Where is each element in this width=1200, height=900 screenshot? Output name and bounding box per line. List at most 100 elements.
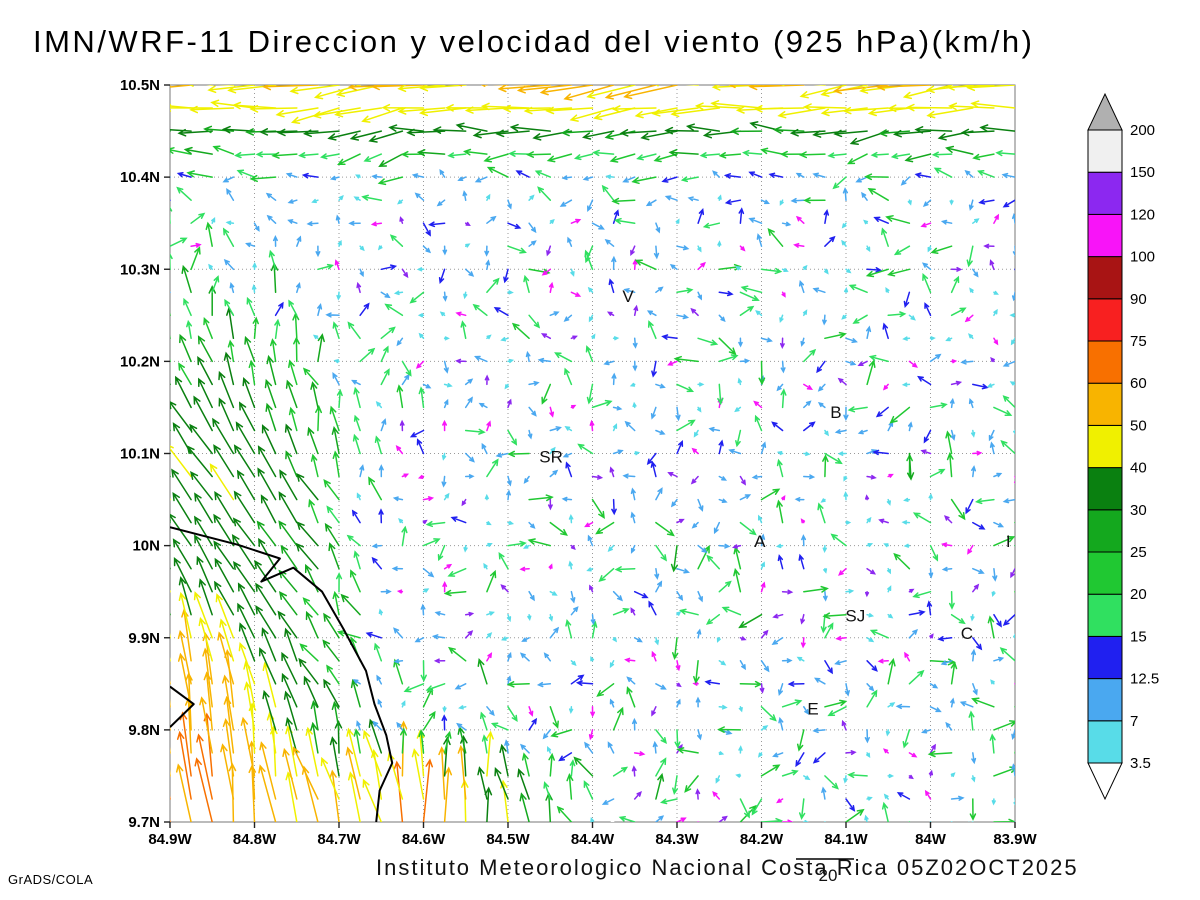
wind-arrow bbox=[972, 683, 978, 696]
wind-arrow bbox=[676, 817, 687, 822]
wind-arrow bbox=[626, 676, 636, 685]
wind-arrow bbox=[170, 429, 171, 432]
wind-arrow bbox=[570, 590, 576, 604]
wind-arrow bbox=[170, 128, 192, 132]
wind-arrow bbox=[702, 222, 721, 229]
wind-arrow bbox=[801, 534, 807, 547]
wind-arrow bbox=[697, 406, 702, 413]
wind-arrow bbox=[220, 743, 235, 800]
wind-arrow bbox=[474, 355, 488, 363]
wind-arrow bbox=[399, 419, 405, 432]
wind-arrow bbox=[585, 345, 594, 363]
wind-arrow bbox=[238, 641, 256, 685]
wind-arrow bbox=[249, 198, 256, 203]
wind-arrow bbox=[866, 660, 878, 672]
wind-arrow bbox=[929, 544, 939, 562]
wind-arrow bbox=[543, 652, 552, 662]
station-labels: V SR B A SJ C E I bbox=[539, 287, 1010, 719]
wind-arrow bbox=[288, 359, 298, 386]
wind-arrow bbox=[795, 172, 805, 178]
wind-arrow bbox=[189, 423, 213, 455]
wind-arrow bbox=[993, 308, 998, 317]
wind-arrow bbox=[624, 420, 636, 432]
wind-arrow bbox=[507, 706, 518, 723]
wind-arrow bbox=[443, 382, 453, 388]
wind-arrow bbox=[464, 428, 486, 435]
wind-arrow bbox=[562, 452, 573, 458]
wind-arrow bbox=[486, 215, 497, 224]
wind-arrow bbox=[908, 821, 911, 822]
wind-arrow bbox=[830, 533, 847, 547]
wind-arrow bbox=[500, 636, 509, 641]
wind-arrow bbox=[371, 556, 383, 570]
wind-arrow bbox=[486, 611, 495, 616]
wind-arrow bbox=[588, 729, 594, 741]
wind-arrow bbox=[822, 590, 828, 602]
wind-arrow bbox=[359, 302, 370, 317]
wind-arrow bbox=[676, 287, 694, 294]
x-tick-label: 84.1W bbox=[824, 831, 868, 848]
wind-arrow bbox=[333, 359, 340, 364]
wind-arrow bbox=[401, 525, 408, 547]
wind-arrow bbox=[295, 542, 319, 570]
wind-arrow bbox=[320, 756, 340, 800]
wind-arrow bbox=[930, 245, 953, 254]
wind-arrow bbox=[864, 814, 869, 822]
wind-arrow bbox=[772, 752, 784, 758]
wind-arrow bbox=[718, 580, 732, 593]
wind-arrow bbox=[928, 567, 934, 579]
wind-arrow bbox=[971, 697, 995, 708]
wind-arrow bbox=[721, 606, 742, 616]
wind-arrow bbox=[622, 176, 636, 183]
wind-arrow bbox=[995, 150, 1015, 157]
wind-arrow bbox=[971, 752, 977, 765]
wind-arrow bbox=[1011, 291, 1015, 302]
wind-arrow bbox=[991, 590, 996, 598]
wind-arrow bbox=[697, 382, 705, 387]
wind-arrow bbox=[198, 377, 213, 409]
wind-arrow bbox=[575, 680, 594, 686]
wind-arrow bbox=[284, 627, 298, 662]
wind-arrow bbox=[605, 174, 615, 180]
wind-arrow bbox=[675, 218, 680, 224]
reference-vector-value: 20 bbox=[818, 866, 838, 885]
wind-arrow bbox=[675, 660, 681, 672]
wind-arrow bbox=[252, 316, 259, 340]
wind-arrow bbox=[596, 683, 615, 697]
wind-arrow bbox=[875, 406, 889, 418]
wind-arrow bbox=[987, 615, 995, 639]
wind-arrow bbox=[283, 690, 298, 731]
wind-arrow bbox=[380, 418, 387, 432]
wind-arrow bbox=[971, 465, 977, 478]
wind-arrow bbox=[1002, 199, 1015, 208]
wind-arrow bbox=[317, 263, 335, 271]
wind-arrow bbox=[362, 729, 383, 777]
wind-arrow bbox=[568, 706, 574, 715]
wind-arrow bbox=[993, 521, 1005, 528]
wind-arrow bbox=[674, 729, 681, 749]
wind-arrow bbox=[303, 675, 319, 708]
wind-arrow bbox=[448, 646, 467, 662]
colorbar-band bbox=[1087, 298, 1123, 342]
wind-arrow bbox=[591, 222, 605, 230]
wind-arrow bbox=[251, 284, 257, 294]
wind-arrow bbox=[549, 521, 568, 536]
wind-arrow bbox=[924, 789, 932, 800]
wind-arrow bbox=[697, 245, 702, 253]
wind-arrow bbox=[718, 439, 724, 455]
wind-arrow bbox=[837, 377, 847, 386]
wind-arrow bbox=[288, 406, 298, 432]
wind-arrow bbox=[676, 518, 685, 524]
wind-arrow bbox=[798, 279, 805, 294]
wind-arrow bbox=[456, 722, 467, 731]
wind-arrow bbox=[455, 311, 467, 317]
wind-arrow bbox=[668, 148, 699, 157]
wind-arrow bbox=[759, 683, 765, 694]
wind-arrow bbox=[798, 151, 826, 159]
wind-arrow bbox=[371, 174, 383, 180]
wind-arrow bbox=[298, 152, 319, 159]
wind-arrow bbox=[787, 681, 805, 687]
wind-arrow bbox=[609, 819, 615, 822]
x-tick-label: 84.3W bbox=[655, 831, 699, 848]
wind-arrow bbox=[760, 337, 773, 343]
